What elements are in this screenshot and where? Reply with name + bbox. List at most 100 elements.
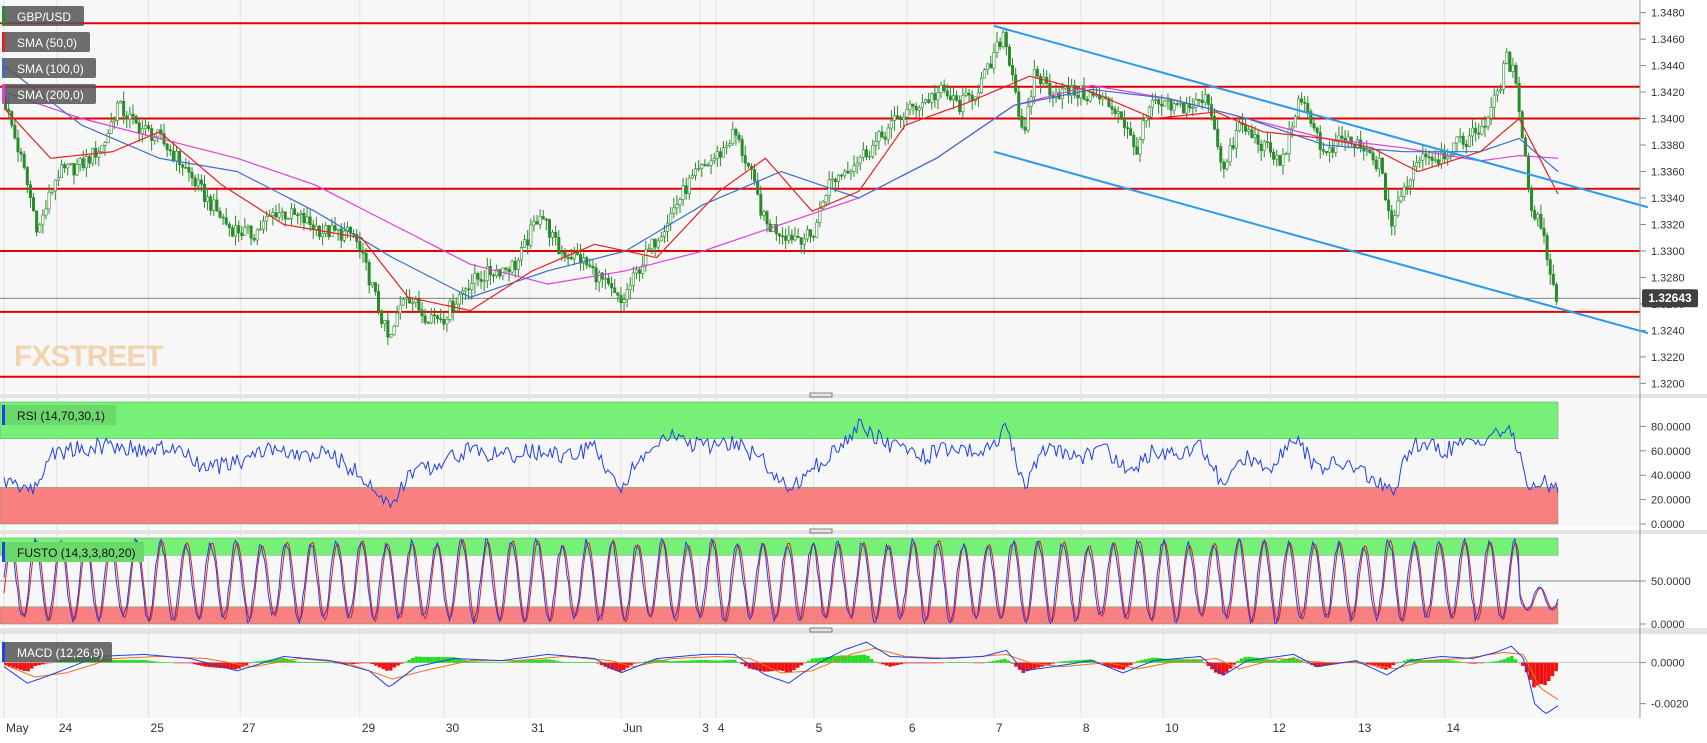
macd-histogram-bar bbox=[991, 660, 996, 663]
macd-histogram-bar bbox=[958, 662, 963, 663]
macd-histogram-bar bbox=[488, 662, 493, 663]
candle-body bbox=[473, 273, 477, 284]
legend-sma50[interactable]: SMA (50,0) bbox=[2, 32, 90, 52]
candle-body bbox=[265, 216, 269, 222]
candle-body bbox=[1452, 142, 1456, 156]
macd-histogram-bar bbox=[1550, 662, 1555, 677]
candle-body bbox=[1474, 127, 1478, 134]
sma50-line bbox=[3, 75, 1559, 312]
macd-histogram-bar bbox=[707, 660, 711, 663]
macd-histogram-bar bbox=[1350, 661, 1355, 663]
macd-histogram-bar bbox=[1151, 657, 1155, 663]
candle-body bbox=[836, 174, 840, 182]
macd-histogram-bar bbox=[129, 659, 134, 663]
candle-body bbox=[72, 163, 76, 176]
candle-body bbox=[1219, 146, 1223, 163]
pane-resize-handle-1[interactable] bbox=[809, 392, 833, 398]
macd-histogram-bar bbox=[951, 661, 955, 663]
candle-body bbox=[889, 120, 893, 129]
macd-histogram-bar bbox=[947, 662, 952, 663]
candle-body bbox=[457, 294, 461, 305]
macd-histogram-bar bbox=[1195, 659, 1200, 663]
candle-body bbox=[516, 259, 520, 270]
candle-body bbox=[1495, 90, 1499, 96]
legend-macd[interactable]: MACD (12,26,9) bbox=[2, 642, 112, 662]
price-y-tick-label: 1.3360 bbox=[1651, 167, 1685, 179]
macd-histogram-bar bbox=[1324, 662, 1329, 666]
candle-body bbox=[557, 237, 561, 255]
macd-histogram-bar bbox=[1506, 657, 1510, 663]
legend-fusto-label: FUSTO (14,3,3,80,20) bbox=[17, 546, 136, 560]
candle-body bbox=[1321, 149, 1325, 152]
macd-histogram-bar bbox=[1502, 659, 1507, 663]
macd-histogram-bar bbox=[1176, 659, 1181, 663]
candle-body bbox=[815, 222, 819, 238]
legend-sma100[interactable]: SMA (100,0) bbox=[2, 58, 96, 78]
macd-histogram-bar bbox=[485, 661, 489, 663]
macd-histogram-bar bbox=[917, 662, 922, 664]
macd-histogram-bar bbox=[821, 657, 826, 663]
candle-body bbox=[249, 225, 253, 239]
candle-body bbox=[131, 113, 135, 117]
channel-line bbox=[993, 24, 1649, 209]
legend-sma200[interactable]: SMA (200,0) bbox=[2, 84, 96, 104]
macd-histogram-bar bbox=[1432, 659, 1436, 663]
candle-body bbox=[395, 312, 399, 327]
macd-histogram-bar bbox=[1247, 656, 1251, 663]
macd-histogram-bar bbox=[962, 662, 966, 663]
candle-body bbox=[697, 168, 701, 170]
candle-body bbox=[1004, 32, 1008, 48]
macd-histogram-bar bbox=[362, 662, 367, 664]
candle-body bbox=[703, 164, 707, 166]
macd-histogram-bar bbox=[177, 662, 182, 664]
candle-body bbox=[725, 145, 729, 149]
candle-body bbox=[607, 277, 611, 284]
candle-body bbox=[1001, 32, 1005, 48]
candle-body bbox=[283, 211, 287, 220]
candle-body bbox=[1508, 51, 1512, 72]
candle-body bbox=[678, 199, 682, 205]
candle-body bbox=[47, 192, 51, 210]
candle-body bbox=[628, 285, 632, 290]
candle-body bbox=[349, 226, 353, 234]
macd-histogram-bar bbox=[869, 658, 874, 663]
candle-body bbox=[927, 99, 931, 103]
candle-body bbox=[1088, 92, 1092, 102]
candle-body bbox=[401, 298, 405, 306]
pane-resize-handle-3[interactable] bbox=[809, 627, 833, 633]
candle-body bbox=[1094, 94, 1098, 97]
macd-histogram-bar bbox=[1065, 660, 1070, 663]
legend-rsi[interactable]: RSI (14,70,30,1) bbox=[2, 405, 116, 425]
candle-body bbox=[613, 287, 617, 294]
macd-histogram-bar bbox=[644, 661, 648, 663]
candle-body bbox=[1489, 107, 1493, 119]
candle-body bbox=[1275, 155, 1279, 160]
x-tick-label: 8 bbox=[1083, 721, 1090, 735]
price-pane-background bbox=[0, 0, 1640, 392]
macd-histogram-bar bbox=[403, 661, 408, 663]
x-tick-label: 7 bbox=[996, 721, 1003, 735]
macd-histogram-bar bbox=[1180, 659, 1185, 663]
macd-histogram-bar bbox=[344, 662, 349, 665]
macd-histogram-bar bbox=[29, 662, 34, 669]
candle-body bbox=[656, 240, 660, 248]
macd-histogram-bar bbox=[1232, 662, 1237, 665]
candle-body bbox=[715, 151, 719, 159]
macd-histogram-bar bbox=[1162, 658, 1166, 663]
candle-body bbox=[134, 115, 138, 124]
candle-body bbox=[1119, 111, 1123, 119]
macd-histogram-bar bbox=[673, 661, 678, 663]
candle-body bbox=[896, 115, 900, 118]
pane-resize-handle-2[interactable] bbox=[809, 528, 833, 534]
candle-body bbox=[1551, 273, 1555, 285]
legend-fusto[interactable]: FUSTO (14,3,3,80,20) bbox=[2, 542, 144, 562]
macd-histogram-bar bbox=[1147, 658, 1151, 663]
legend-pair[interactable]: GBP/USD bbox=[2, 6, 84, 26]
macd-histogram-bar bbox=[858, 654, 863, 663]
macd-histogram-bar bbox=[303, 661, 308, 663]
macd-histogram-bar bbox=[470, 661, 474, 663]
macd-histogram-bar bbox=[914, 662, 918, 664]
candle-body bbox=[1446, 156, 1450, 160]
candle-body bbox=[53, 179, 57, 192]
candle-body bbox=[1014, 74, 1018, 93]
